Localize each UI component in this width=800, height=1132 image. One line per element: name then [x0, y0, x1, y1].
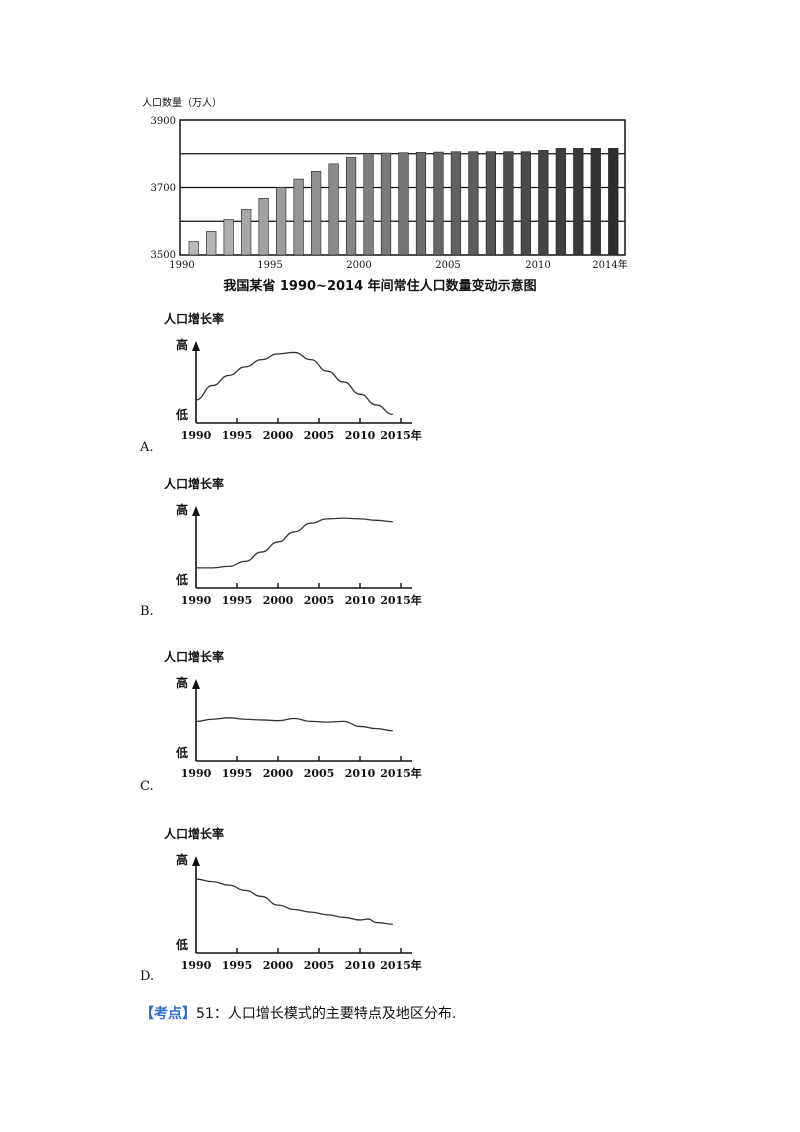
low-label: 低: [175, 745, 188, 760]
option-b-label[interactable]: B.: [140, 604, 154, 619]
kaodian-tag: 【考点】: [140, 1006, 196, 1022]
x-tick-2005: 2005: [304, 767, 335, 780]
x-tick-2000: 2000: [346, 260, 371, 271]
x-tick-2000: 2000: [263, 429, 294, 442]
bar-2001: [380, 152, 392, 256]
bar-2008: [503, 151, 514, 256]
bar-1997: [310, 171, 322, 256]
bar-2011: [555, 148, 566, 256]
x-tick-2005: 2005: [304, 594, 335, 607]
growth-rate-line: [195, 878, 393, 925]
y-axis-arrow: [192, 341, 200, 351]
x-tick-2005: 2005: [435, 260, 460, 271]
option-d-label[interactable]: D.: [140, 969, 155, 984]
x-tick-1990: 1990: [181, 594, 212, 607]
bar-chart-ylabel: 人口数量（万人）: [142, 96, 222, 109]
option-ylabel: 人口增长率: [164, 826, 224, 841]
high-label: 高: [176, 852, 188, 867]
kaodian-text: 51：人口增长模式的主要特点及地区分布.: [196, 1006, 457, 1022]
bar-1998: [328, 163, 339, 256]
growth-rate-line: [195, 351, 393, 416]
y-tick-3500: 3500: [151, 250, 176, 261]
option-c-label[interactable]: C.: [140, 779, 154, 794]
x-tick-1990: 1990: [181, 429, 212, 442]
bar-2002: [398, 152, 409, 256]
x-tick-2010: 2010: [345, 594, 376, 607]
bar-1994: [258, 198, 269, 256]
x-tick-1990: 1990: [181, 959, 212, 972]
low-label: 低: [175, 407, 188, 422]
bar-chart-title: 我国某省 1990~2014 年间常住人口数量变动示意图: [223, 278, 536, 294]
bar-1995: [276, 187, 287, 256]
x-tick-1995: 1995: [222, 959, 253, 972]
x-tick-2015: 2015年: [380, 428, 422, 442]
x-tick-1990: 1990: [181, 767, 212, 780]
bar-1993: [241, 209, 252, 256]
x-tick-2010: 2010: [345, 959, 376, 972]
bar-2012: [573, 148, 584, 256]
y-tick-3900: 3900: [151, 116, 176, 127]
x-tick-2015: 2015年: [380, 766, 422, 780]
high-label: 高: [176, 337, 188, 352]
x-tick-2015: 2015年: [380, 958, 422, 972]
option-a-label[interactable]: A.: [140, 440, 154, 455]
x-tick-1995: 1995: [257, 260, 282, 271]
bar-2005: [450, 151, 462, 256]
y-axis-arrow: [192, 679, 200, 689]
population-bar-chart: 人口数量（万人） 3900 3700 3500 1990 1995 2000 2…: [142, 96, 628, 294]
y-axis-arrow: [192, 506, 200, 516]
x-tick-2000: 2000: [263, 767, 294, 780]
x-tick-1995: 1995: [222, 429, 253, 442]
y-axis-arrow: [192, 856, 200, 866]
bar-2009: [520, 151, 531, 256]
bar-1990: [188, 241, 199, 256]
growth-rate-line: [195, 717, 393, 732]
bar-1991: [206, 231, 217, 256]
x-tick-2010: 2010: [345, 429, 376, 442]
x-tick-1990: 1990: [169, 260, 194, 271]
x-tick-2005: 2005: [304, 429, 335, 442]
bar-2003: [415, 152, 427, 256]
kaodian-line: 【考点】51：人口增长模式的主要特点及地区分布.: [140, 1003, 456, 1023]
x-tick-2010: 2010: [345, 767, 376, 780]
x-tick-2014: 2014年: [592, 258, 627, 271]
bar-2010: [538, 150, 549, 256]
y-tick-3700: 3700: [151, 183, 176, 194]
low-label: 低: [175, 937, 188, 952]
x-tick-2015: 2015年: [380, 593, 422, 607]
x-tick-2000: 2000: [263, 959, 294, 972]
bar-chart-bars: [188, 148, 619, 256]
x-tick-2005: 2005: [304, 959, 335, 972]
x-tick-1995: 1995: [222, 767, 253, 780]
high-label: 高: [176, 675, 188, 690]
bar-2006: [468, 151, 479, 256]
x-tick-2000: 2000: [263, 594, 294, 607]
option-ylabel: 人口增长率: [164, 476, 224, 491]
growth-rate-line: [196, 517, 393, 569]
bar-2000: [363, 153, 374, 256]
x-tick-1995: 1995: [222, 594, 253, 607]
high-label: 高: [176, 502, 188, 517]
bar-2013: [590, 148, 601, 256]
bar-2004: [433, 151, 444, 256]
bar-2014: [608, 148, 619, 256]
option-ylabel: 人口增长率: [164, 649, 224, 664]
bar-2007: [485, 151, 497, 256]
low-label: 低: [175, 572, 188, 587]
bar-1999: [345, 157, 357, 256]
bar-1996: [293, 178, 304, 256]
option-ylabel: 人口增长率: [164, 311, 224, 326]
x-tick-2010: 2010: [525, 260, 550, 271]
bar-1992: [223, 219, 234, 256]
